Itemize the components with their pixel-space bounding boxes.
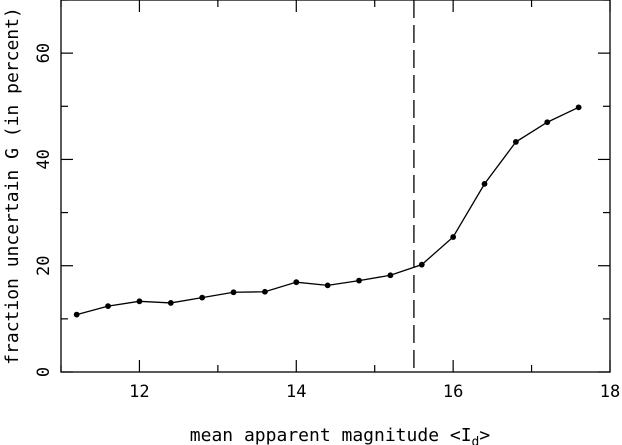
x-tick-label: 12 — [129, 382, 149, 402]
data-point — [73, 311, 80, 318]
x-axis-title-subscript: d — [472, 435, 480, 445]
y-axis-title: fraction uncertain G (in percent) — [2, 7, 23, 365]
data-point — [450, 234, 457, 240]
y-tick-label: 60 — [34, 43, 54, 63]
data-points — [73, 104, 582, 318]
data-point — [512, 138, 519, 145]
y-tick-label: 20 — [34, 255, 54, 275]
data-point — [387, 272, 394, 279]
data-point — [324, 282, 331, 289]
data-point — [544, 119, 551, 126]
x-tick-label: 16 — [443, 382, 463, 402]
x-axis-title-suffix: > — [479, 425, 490, 445]
x-tick-label: 18 — [600, 382, 620, 402]
data-point — [293, 279, 300, 286]
axis-tick-labels: 12 14 16 18 0 20 40 60 — [34, 43, 620, 402]
data-point — [418, 261, 425, 268]
x-axis-title: mean apparent magnitude <Id> — [190, 425, 491, 445]
plot-frame — [60, 0, 611, 373]
data-point — [105, 303, 111, 310]
data-point — [167, 300, 174, 306]
data-point — [230, 289, 237, 296]
data-point — [262, 288, 268, 295]
y-tick-label: 0 — [34, 367, 54, 377]
data-point — [199, 294, 206, 301]
data-point — [481, 180, 488, 187]
axis-ticks — [60, 0, 611, 373]
x-axis-title-main: mean apparent magnitude <I — [190, 425, 472, 445]
y-tick-label: 40 — [34, 149, 54, 169]
data-point — [356, 277, 362, 284]
data-point — [575, 104, 582, 111]
data-point — [136, 298, 143, 305]
x-tick-label: 14 — [286, 382, 306, 402]
